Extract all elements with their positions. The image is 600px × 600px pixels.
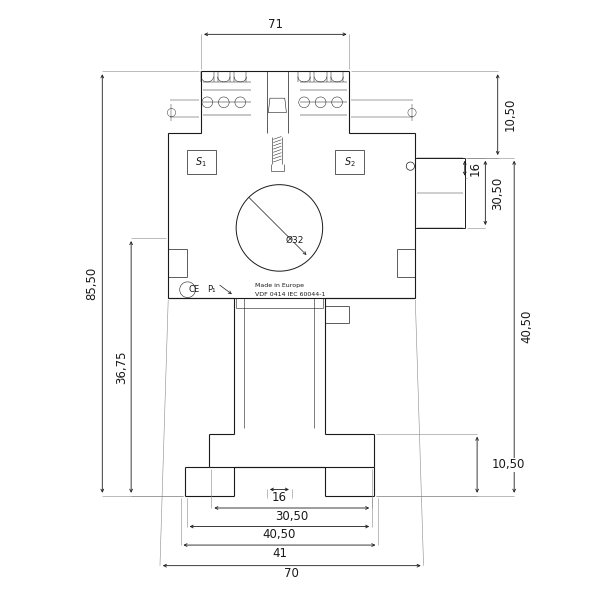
- Text: 30,50: 30,50: [275, 510, 308, 523]
- Text: 70: 70: [284, 568, 299, 580]
- Text: 16: 16: [469, 161, 482, 176]
- Text: 40,50: 40,50: [263, 528, 296, 541]
- Text: CE: CE: [189, 285, 200, 294]
- Text: 41: 41: [272, 547, 287, 560]
- Text: Made in Europe: Made in Europe: [254, 283, 304, 287]
- Text: 71: 71: [268, 17, 283, 31]
- Text: 16: 16: [272, 491, 287, 504]
- Text: 85,50: 85,50: [86, 267, 98, 300]
- Text: $S_2$: $S_2$: [344, 155, 355, 169]
- Text: 10,50: 10,50: [503, 98, 517, 131]
- Bar: [187, 151, 215, 173]
- Text: VDF 0414 IEC 60044-1: VDF 0414 IEC 60044-1: [254, 292, 325, 297]
- Bar: [335, 151, 364, 173]
- Text: P₁: P₁: [208, 285, 216, 294]
- Text: Ø32: Ø32: [286, 236, 304, 245]
- Text: 36,75: 36,75: [116, 350, 128, 383]
- Text: $S_1$: $S_1$: [195, 155, 207, 169]
- Text: 40,50: 40,50: [520, 310, 533, 343]
- Text: 10,50: 10,50: [491, 458, 524, 471]
- Text: 30,50: 30,50: [491, 176, 504, 209]
